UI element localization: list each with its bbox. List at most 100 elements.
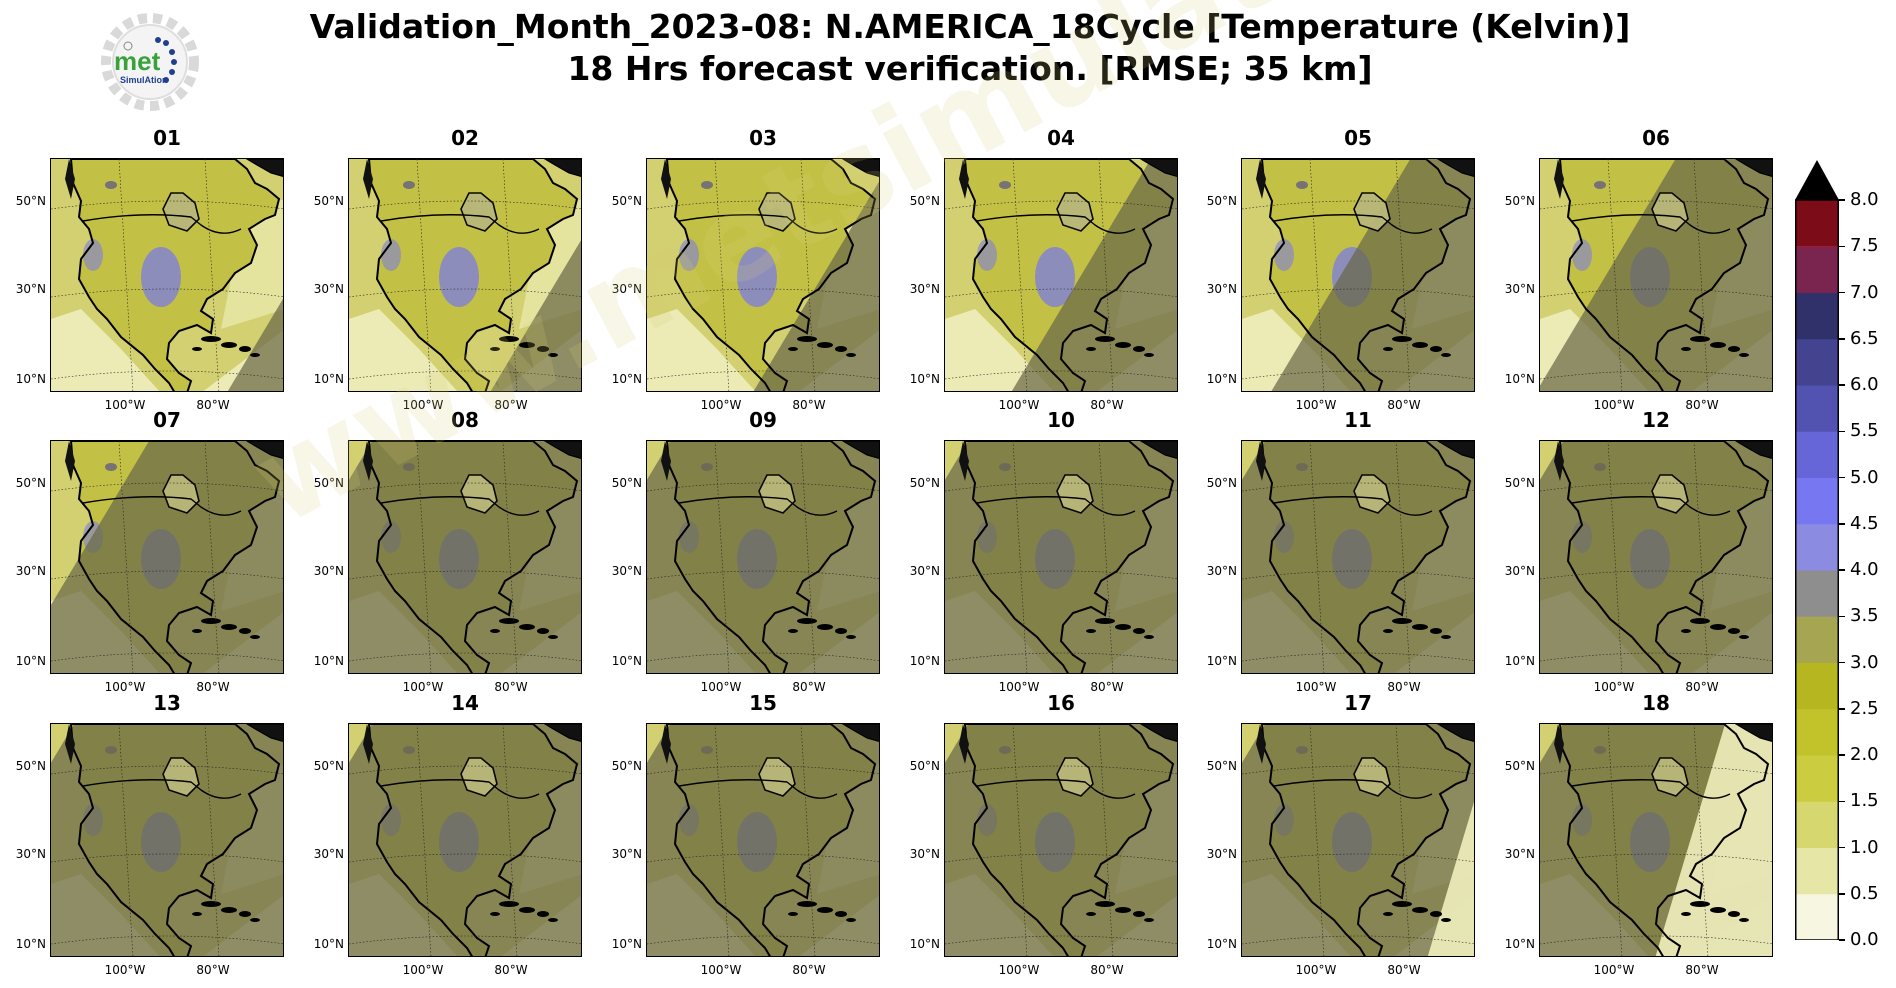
lat-label: 30°N [1504, 847, 1535, 861]
lat-label: 10°N [1206, 654, 1237, 668]
lat-label: 50°N [1504, 194, 1535, 208]
rmse-map [1540, 441, 1772, 673]
lat-label: 50°N [1206, 194, 1237, 208]
title-line-1: Validation_Month_2023-08: N.AMERICA_18Cy… [309, 7, 1631, 46]
map-frame [646, 158, 880, 392]
lat-label: 30°N [1504, 564, 1535, 578]
colorbar-tick [1839, 893, 1845, 895]
lat-label: 50°N [15, 476, 46, 490]
lat-label: 10°N [313, 937, 344, 951]
colorbar-tick [1839, 476, 1845, 479]
panel-title: 06 [1642, 126, 1670, 150]
map-panel-02: 02 50°N 30°N 10°N 100°W 80°W [314, 126, 582, 412]
lon-label: 100°W [402, 680, 444, 694]
lon-label: 80°W [1090, 963, 1124, 977]
lon-label: 100°W [402, 398, 444, 412]
lon-label: 80°W [494, 398, 528, 412]
rmse-map [349, 724, 581, 956]
colorbar [1795, 160, 1839, 940]
colorbar-tick [1839, 800, 1845, 802]
lat-label: 50°N [909, 194, 940, 208]
lon-label: 80°W [196, 398, 230, 412]
colorbar-tick-label: 8.0 [1850, 189, 1879, 210]
map-frame [348, 723, 582, 957]
colorbar-tick-label: 5.5 [1850, 420, 1879, 442]
colorbar-tick-label: 2.0 [1850, 744, 1879, 765]
map-panel-04: 04 50°N 30°N 10°N 100°W 80°W [910, 126, 1178, 412]
map-panel-16: 16 50°N 30°N 10°N 100°W 80°W [910, 691, 1178, 977]
lon-label: 100°W [1593, 963, 1635, 977]
lon-label: 100°W [104, 680, 146, 694]
lon-label: 100°W [700, 398, 742, 412]
lat-label: 30°N [313, 847, 344, 861]
lon-label: 80°W [1685, 963, 1719, 977]
logo-text: met [114, 46, 161, 76]
panel-title: 14 [451, 691, 479, 715]
panel-title: 09 [749, 408, 777, 432]
lat-label: 30°N [15, 847, 46, 861]
rmse-map [349, 441, 581, 673]
colorbar-tick-label: 2.5 [1850, 697, 1879, 719]
lat-label: 10°N [611, 654, 642, 668]
rmse-map [51, 441, 283, 673]
panel-title: 07 [153, 408, 181, 432]
colorbar-segment [1795, 292, 1839, 340]
colorbar-tick-label: 4.5 [1850, 512, 1879, 534]
lon-label: 100°W [1295, 398, 1337, 412]
colorbar-tick [1839, 615, 1845, 617]
colorbar-segment [1795, 893, 1839, 940]
lon-label: 80°W [1387, 398, 1421, 412]
colorbar-tick [1839, 939, 1845, 941]
colorbar-segment [1795, 616, 1839, 663]
lat-label: 30°N [313, 564, 344, 578]
map-panel-10: 10 50°N 30°N 10°N 100°W 80°W [910, 408, 1178, 694]
map-frame [50, 723, 284, 957]
colorbar-tick-label: 0.0 [1850, 929, 1879, 950]
lon-label: 100°W [700, 963, 742, 977]
map-frame [944, 440, 1178, 674]
lat-label: 50°N [1206, 476, 1237, 490]
colorbar-segment [1795, 385, 1839, 432]
lon-label: 80°W [792, 963, 826, 977]
lon-label: 100°W [402, 963, 444, 977]
lon-label: 100°W [998, 398, 1040, 412]
lon-label: 100°W [104, 398, 146, 412]
colorbar-segment [1795, 847, 1839, 895]
lon-label: 80°W [1387, 680, 1421, 694]
lat-label: 10°N [1504, 937, 1535, 951]
lon-label: 80°W [1685, 398, 1719, 412]
colorbar-segment [1795, 801, 1839, 848]
panel-title: 05 [1344, 126, 1372, 150]
colorbar-tick [1839, 430, 1845, 432]
map-panel-14: 14 50°N 30°N 10°N 100°W 80°W [314, 691, 582, 977]
lat-label: 30°N [1504, 282, 1535, 296]
lat-label: 10°N [313, 372, 344, 386]
map-panel-15: 15 50°N 30°N 10°N 100°W 80°W [612, 691, 880, 977]
lat-label: 10°N [313, 654, 344, 668]
lat-label: 10°N [1504, 372, 1535, 386]
lat-label: 10°N [1206, 937, 1237, 951]
lat-label: 30°N [313, 282, 344, 296]
lat-label: 10°N [1504, 654, 1535, 668]
lon-label: 80°W [196, 963, 230, 977]
rmse-map [945, 441, 1177, 673]
lat-label: 50°N [611, 759, 642, 773]
lon-label: 80°W [792, 398, 826, 412]
colorbar-tick-label: 6.0 [1850, 374, 1879, 395]
colorbar-segment [1795, 755, 1839, 802]
lat-label: 30°N [1206, 847, 1237, 861]
colorbar-segment [1795, 200, 1839, 247]
map-frame [1539, 158, 1773, 392]
lat-label: 50°N [15, 194, 46, 208]
colorbar-tick-label: 3.5 [1850, 605, 1879, 627]
lon-label: 100°W [104, 963, 146, 977]
lon-label: 80°W [494, 680, 528, 694]
lat-label: 10°N [15, 937, 46, 951]
rmse-map [1242, 724, 1474, 956]
map-frame [1539, 440, 1773, 674]
rmse-map [1540, 159, 1772, 391]
map-panel-03: 03 50°N 30°N 10°N 100°W 80°W [612, 126, 880, 412]
colorbar-extend-arrow [1795, 160, 1839, 200]
lat-label: 30°N [15, 282, 46, 296]
lat-label: 30°N [1206, 564, 1237, 578]
